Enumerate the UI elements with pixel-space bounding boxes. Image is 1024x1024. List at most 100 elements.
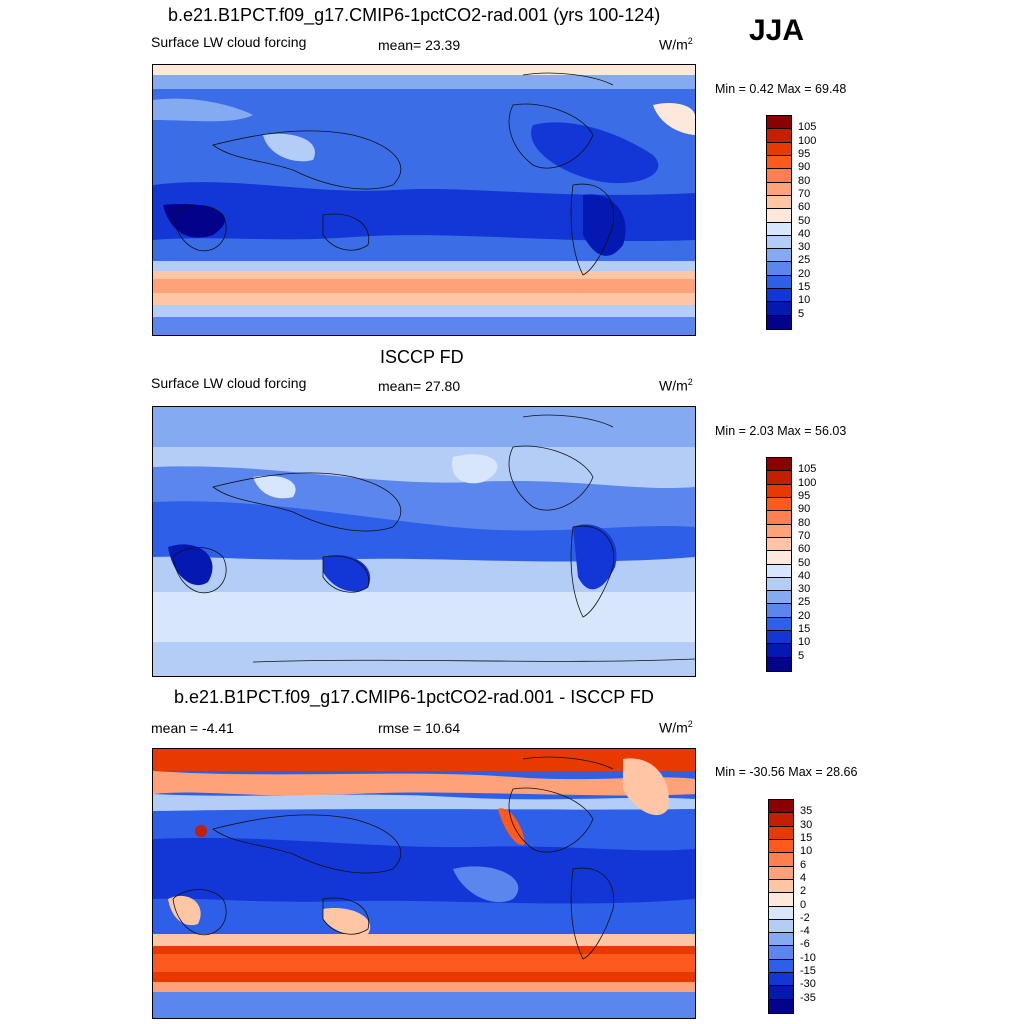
colorbar-swatch	[767, 497, 791, 512]
colorbar-tick-label: 95	[798, 489, 811, 502]
colorbar-swatch	[767, 235, 791, 250]
colorbar-swatch	[769, 800, 793, 814]
colorbar-tick-label: 95	[798, 147, 811, 160]
panel-1-colorbar	[766, 115, 792, 330]
colorbar-tick-label: 20	[798, 609, 811, 622]
colorbar-tick-label: 25	[798, 254, 811, 267]
panel-3-rmse: rmse = 10.64	[378, 720, 461, 736]
colorbar-swatch	[767, 169, 791, 183]
colorbar-tick-label: -10	[800, 951, 816, 964]
diff-map	[152, 748, 696, 1019]
colorbar-swatch	[769, 933, 793, 947]
colorbar-swatch	[767, 315, 791, 329]
colorbar-tick-label: -4	[800, 925, 810, 938]
colorbar-swatch	[769, 986, 793, 1000]
colorbar-swatch	[767, 129, 791, 143]
colorbar-tick-label: -35	[800, 991, 816, 1004]
colorbar-tick-label: 100	[798, 476, 817, 489]
colorbar-swatch	[767, 537, 791, 552]
colorbar-swatch	[769, 853, 793, 867]
colorbar-swatch	[769, 826, 793, 840]
obs-map	[152, 406, 696, 677]
colorbar-swatch	[767, 657, 791, 671]
colorbar-swatch	[767, 511, 791, 525]
colorbar-tick-label: 30	[798, 583, 811, 596]
panel-3-title: b.e21.B1PCT.f09_g17.CMIP6-1pctCO2-rad.00…	[174, 687, 654, 707]
panel-3-colorbar-ticks: 35 30 15 10 6 4 2 0 -2 -4 -6 -10 -15 -30 -35	[768, 799, 848, 1012]
colorbar-swatch	[767, 116, 791, 130]
colorbar-swatch	[767, 524, 791, 538]
colorbar-swatch	[767, 617, 791, 632]
colorbar-swatch	[767, 209, 791, 223]
panel-2-units: W/m2	[659, 377, 693, 394]
colorbar-swatch	[767, 155, 791, 170]
colorbar-tick-label: 80	[798, 516, 811, 529]
colorbar-tick-label: 4	[800, 871, 807, 884]
colorbar-tick-label: 60	[798, 201, 811, 214]
colorbar-swatch	[767, 249, 791, 263]
panel-3-mean: mean = -4.41	[151, 720, 234, 736]
colorbar-swatch	[767, 222, 791, 236]
colorbar-tick-label: 15	[800, 831, 813, 844]
colorbar-swatch	[767, 471, 791, 485]
colorbar-swatch	[767, 142, 791, 156]
colorbar-tick-label: 50	[798, 214, 811, 227]
colorbar-swatch	[769, 919, 793, 934]
colorbar-tick-label: -30	[800, 978, 816, 991]
colorbar-swatch	[767, 551, 791, 565]
colorbar-tick-label: 20	[798, 267, 811, 280]
colorbar-tick-label: 105	[798, 463, 817, 476]
colorbar-tick-label: 30	[798, 241, 811, 254]
colorbar-swatch	[767, 262, 791, 276]
colorbar-tick-label: 40	[798, 227, 811, 240]
colorbar-swatch	[767, 577, 791, 592]
colorbar-tick-label: 90	[798, 503, 811, 516]
colorbar-swatch	[769, 879, 793, 894]
colorbar-swatch	[767, 289, 791, 303]
colorbar-tick-label: 10	[798, 294, 811, 307]
colorbar-tick-label: 50	[798, 556, 811, 569]
colorbar-tick-label: -2	[800, 911, 810, 924]
colorbar-swatch	[767, 182, 791, 196]
colorbar-swatch	[767, 458, 791, 472]
colorbar-swatch	[769, 813, 793, 827]
colorbar-tick-label: 105	[798, 121, 817, 134]
colorbar-tick-label: 0	[800, 898, 807, 911]
colorbar-tick-label: 70	[798, 187, 811, 200]
colorbar-swatch	[767, 302, 791, 316]
colorbar-swatch	[767, 484, 791, 498]
panel-2-colorbar-ticks: 105 100 95 90 80 70 60 50 40 30 25 20 15 10 5	[766, 457, 846, 670]
panel-3-units: W/m2	[659, 719, 693, 736]
colorbar-swatch	[767, 644, 791, 658]
model-map	[152, 64, 696, 336]
colorbar-tick-label: -15	[800, 965, 816, 978]
colorbar-tick-label: 40	[798, 569, 811, 582]
colorbar-tick-label: 30	[800, 818, 813, 831]
colorbar-swatch	[769, 959, 793, 974]
colorbar-swatch	[769, 839, 793, 854]
colorbar-swatch	[767, 631, 791, 645]
colorbar-tick-label: 70	[798, 529, 811, 542]
panel-1-units: W/m2	[659, 36, 693, 53]
colorbar-swatch	[769, 906, 793, 920]
colorbar-tick-label: 10	[800, 845, 813, 858]
colorbar-tick-label: 5	[798, 307, 805, 320]
colorbar-tick-label: -6	[800, 938, 810, 951]
panel-1-left-label: Surface LW cloud forcing	[151, 34, 307, 50]
panel-1-min-max: Min = 0.42 Max = 69.48	[715, 82, 847, 96]
panel-2-mean: mean= 27.80	[378, 378, 461, 394]
colorbar-swatch	[769, 999, 793, 1013]
colorbar-tick-label: 15	[798, 623, 811, 636]
panel-1-mean: mean= 23.39	[378, 37, 461, 53]
colorbar-tick-label: 100	[798, 134, 817, 147]
season-label: JJA	[749, 14, 805, 47]
colorbar-tick-label: 10	[798, 636, 811, 649]
panel-3-colorbar	[768, 799, 794, 1014]
colorbar-tick-label: 5	[798, 649, 805, 662]
colorbar-swatch	[769, 866, 793, 880]
colorbar-tick-label: 90	[798, 161, 811, 174]
panel-2-left-label: Surface LW cloud forcing	[151, 375, 307, 391]
panel-2-title: ISCCP FD	[380, 347, 464, 367]
colorbar-swatch	[767, 564, 791, 578]
colorbar-tick-label: 35	[800, 805, 813, 818]
